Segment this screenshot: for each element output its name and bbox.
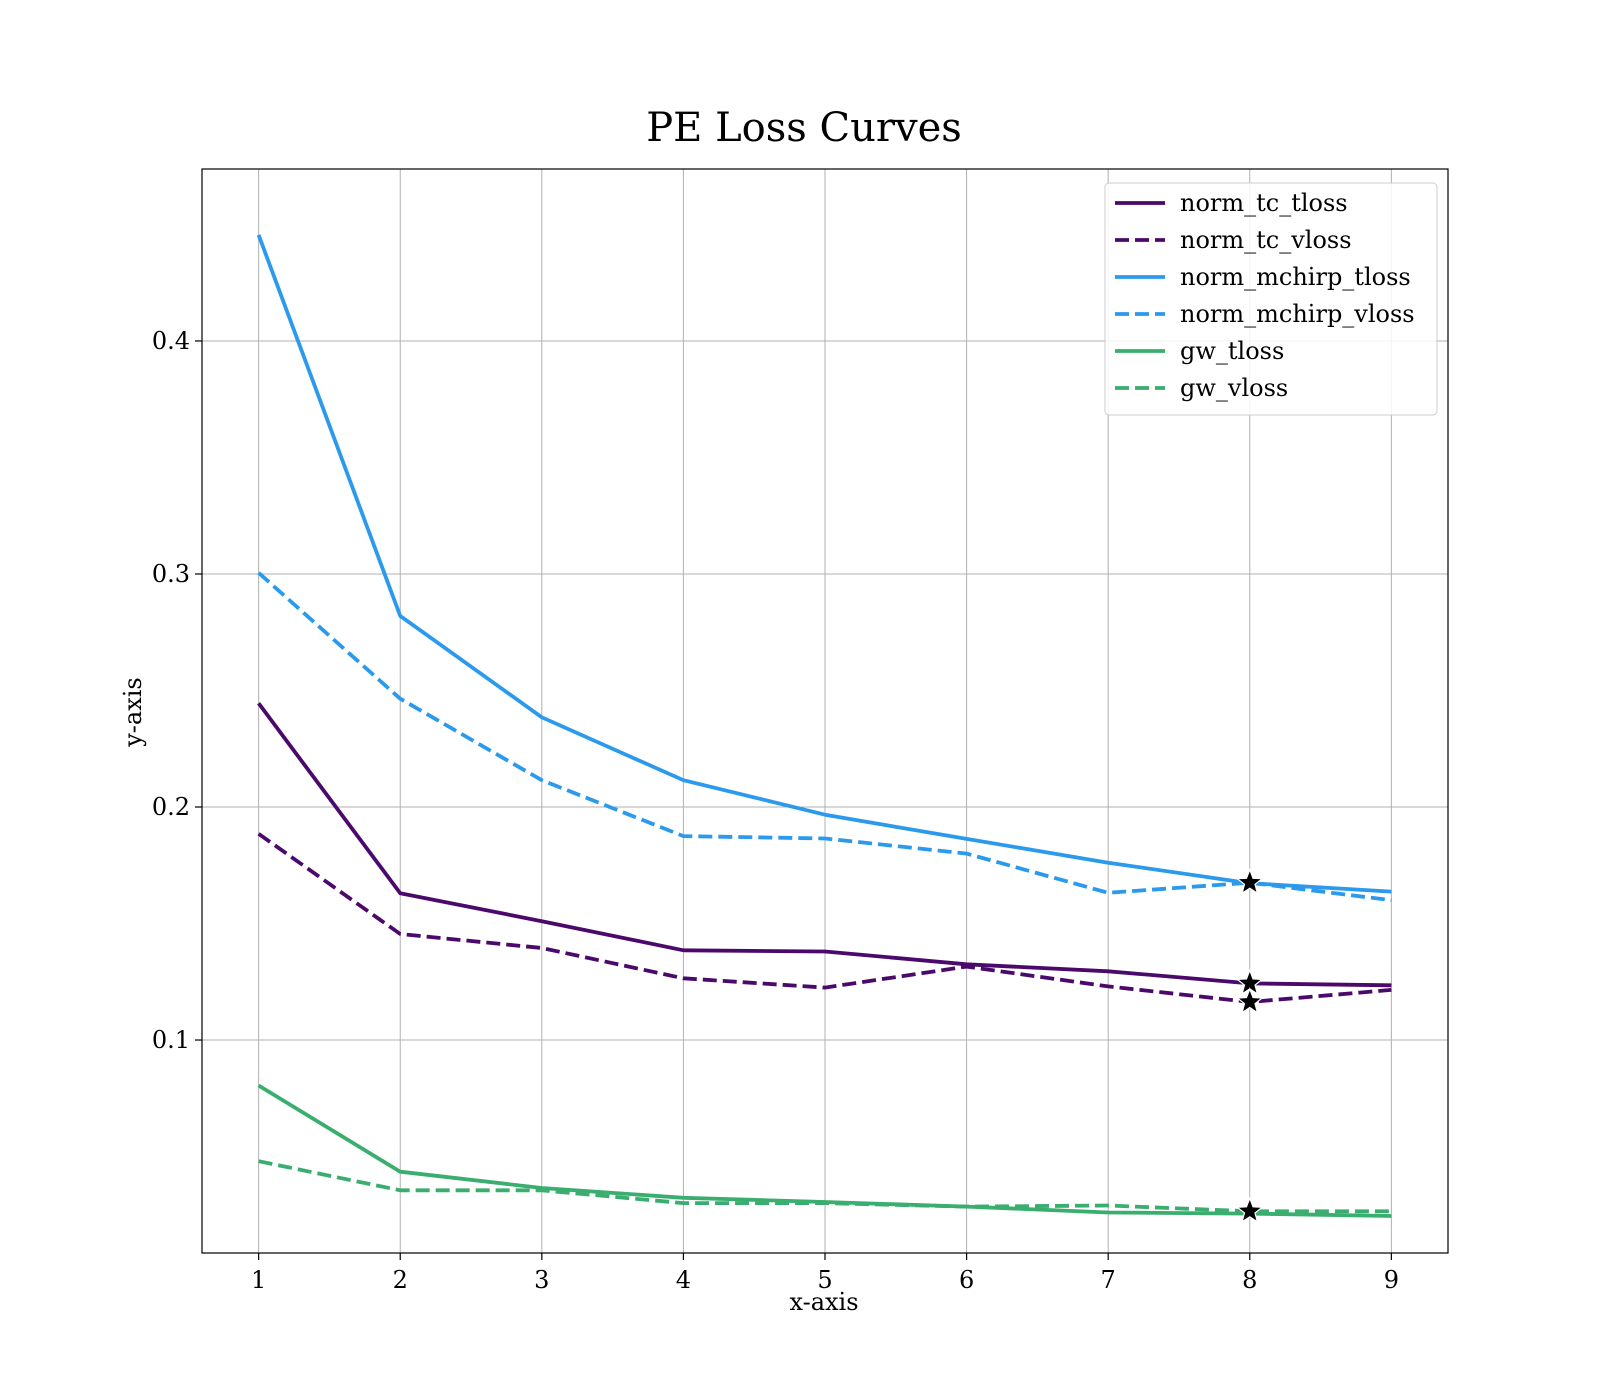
star-marker: [1235, 987, 1264, 1014]
ticks: 1 2 3 4 5 6 7 8 9 0.1 0.2 0.3 0.4: [152, 327, 1399, 1294]
legend: norm_tc_tloss norm_tc_vloss norm_mchirp_tl…: [1104, 182, 1438, 416]
x-tick-label: 8: [1242, 1266, 1257, 1294]
legend-entry-label: gw_tloss: [1180, 337, 1284, 365]
chart-title: PE Loss Curves: [646, 105, 962, 151]
x-tick-label: 3: [534, 1266, 549, 1294]
series-line-norm-mchirp-vloss: [257, 571, 1392, 903]
series-line-norm-tc-tloss: [257, 702, 1392, 988]
y-tick-label: 0.4: [152, 327, 190, 355]
x-tick-label: 7: [1101, 1266, 1116, 1294]
y-tick-label: 0.1: [152, 1026, 190, 1054]
x-tick-label: 6: [959, 1266, 974, 1294]
star-marker: [1235, 1196, 1264, 1224]
x-tick-label: 1: [251, 1266, 266, 1294]
x-tick-label: 5: [817, 1266, 832, 1294]
x-axis-label: x-axis: [789, 1288, 858, 1316]
y-axis-label: y-axis: [119, 677, 147, 748]
legend-entry-label: norm_mchirp_vloss: [1180, 300, 1415, 328]
y-tick-label: 0.2: [152, 793, 190, 821]
series-line-gw-vloss: [258, 1159, 1392, 1214]
x-tick-label: 9: [1384, 1266, 1399, 1294]
x-tick-label: 2: [393, 1266, 408, 1294]
series-group: [256, 234, 1392, 1218]
x-tick-label: 4: [676, 1266, 691, 1294]
y-tick-label: 0.3: [152, 560, 190, 588]
series-line-norm-mchirp-tloss: [256, 234, 1392, 894]
series-line-norm-tc-vloss: [257, 832, 1392, 1004]
marker-group: [1235, 868, 1264, 1224]
legend-box: [1104, 182, 1438, 416]
legend-entry-label: norm_tc_vloss: [1180, 226, 1352, 254]
legend-entry-label: gw_vloss: [1180, 374, 1288, 402]
legend-entry-label: norm_mchirp_tloss: [1180, 263, 1411, 291]
star-marker: [1235, 868, 1264, 895]
legend-entry-label: norm_tc_tloss: [1180, 189, 1348, 217]
